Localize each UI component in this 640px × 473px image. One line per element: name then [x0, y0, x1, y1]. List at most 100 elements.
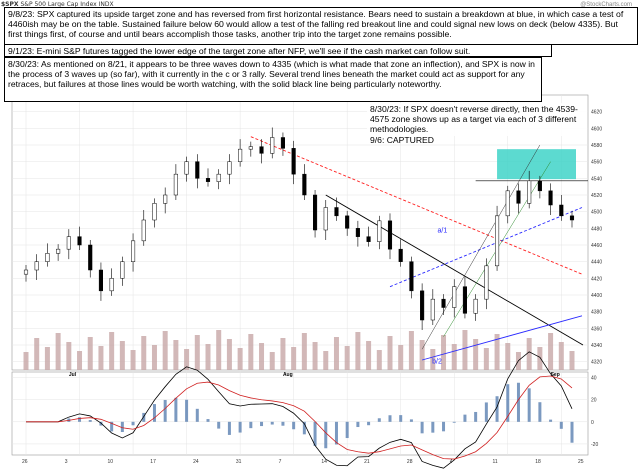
macd-histogram-bar	[260, 421, 264, 427]
volume-bar	[34, 338, 40, 370]
macd-histogram-bar	[217, 421, 221, 429]
macd-histogram-bar	[302, 421, 306, 435]
candle-body	[441, 298, 446, 308]
x-tick-label: 10	[108, 459, 114, 465]
volume-bar	[259, 343, 265, 370]
symbol: $SPX	[1, 1, 19, 8]
candle-body	[152, 203, 157, 221]
macd-histogram-bar	[238, 421, 242, 433]
macd-histogram-bar	[559, 421, 563, 429]
volume-bar	[548, 333, 554, 370]
captured-label: 9/6: CAPTURED	[370, 134, 434, 145]
candle-body	[280, 137, 285, 149]
volume-bar	[526, 338, 532, 370]
macd-histogram-bar	[110, 421, 114, 432]
watermark: @StockCharts.com	[580, 2, 632, 8]
macd-histogram-bar	[195, 408, 199, 422]
volume-bar	[430, 349, 436, 370]
price-tick-label: 4520	[591, 193, 602, 199]
volume-bar	[151, 345, 157, 370]
macd-histogram-bar	[506, 384, 510, 422]
macd-histogram-bar	[377, 418, 381, 422]
x-tick-label: 26	[22, 459, 28, 465]
wave-label-b2: b/2	[432, 358, 442, 365]
macd-histogram-bar	[549, 419, 553, 422]
macd-histogram-bar	[78, 417, 82, 422]
macd-tick-label: 0	[591, 420, 594, 426]
volume-bar	[441, 335, 447, 370]
volume-bar	[344, 346, 350, 370]
candle-body	[141, 219, 146, 242]
candle-body	[259, 146, 264, 154]
price-tick-label: 4420	[591, 276, 602, 282]
candle-body	[248, 146, 253, 150]
candle-body	[537, 180, 542, 192]
volume-bar	[462, 330, 468, 370]
macd-histogram-bar	[495, 396, 499, 422]
price-tick-label: 4460	[591, 243, 602, 249]
candle-body	[345, 215, 350, 229]
volume-bar	[130, 350, 136, 370]
lower-blue-channel-line	[421, 315, 583, 361]
candle-body	[163, 194, 168, 204]
price-tick-label: 4620	[591, 110, 602, 116]
macd-tick-label: 40	[591, 376, 597, 382]
candle-body	[505, 190, 510, 217]
price-tick-label: 4360	[591, 326, 602, 332]
macd-histogram-bar	[452, 421, 456, 423]
x-tick-label: 17	[150, 459, 156, 465]
candle-body	[98, 269, 103, 292]
macd-histogram-bar	[388, 415, 392, 422]
volume-bar	[77, 351, 83, 370]
annotation-date: 8/30/23:	[370, 104, 402, 114]
volume-bar	[558, 342, 564, 370]
macd-histogram-bar	[570, 421, 574, 443]
macd-signal-line	[26, 375, 573, 460]
volume-bar	[44, 347, 50, 370]
candle-body	[238, 148, 243, 162]
macd-line	[26, 351, 573, 469]
candle-body	[291, 148, 296, 175]
macd-histogram-bar	[399, 415, 403, 422]
price-tick-label: 4440	[591, 260, 602, 266]
candle-body	[527, 180, 532, 204]
x-tick-label: 7	[279, 459, 282, 465]
annotation-9-1: 9/1/23: E-mini S&P futures tagged the lo…	[4, 44, 552, 57]
macd-histogram-bar	[152, 404, 156, 422]
rising-channel-line	[421, 144, 541, 350]
volume-bar	[98, 346, 104, 370]
candle-body	[398, 248, 403, 262]
volume-bar	[23, 352, 29, 370]
candle-body	[23, 269, 29, 275]
price-panel	[11, 94, 589, 371]
macd-histogram-bar	[120, 421, 124, 433]
macd-histogram-bar	[420, 421, 424, 434]
volume-bar	[194, 335, 200, 370]
candle-body	[205, 178, 211, 182]
macd-histogram-bar	[206, 419, 210, 422]
volume-bar	[280, 338, 286, 370]
volume-bar	[291, 347, 297, 370]
x-tick-label: 3	[65, 459, 68, 465]
price-tick-label: 4400	[591, 293, 602, 299]
candle-body	[559, 204, 564, 217]
macd-tick-label: -20	[591, 442, 598, 448]
price-tick-label: 4500	[591, 210, 602, 216]
annotation-date: 8/30/23:	[8, 59, 40, 69]
annotation-text: If SPX doesn't reverse directly, then th…	[370, 104, 578, 135]
candle-body	[355, 228, 360, 237]
volume-bar	[66, 342, 72, 370]
x-tick-label: 25	[578, 459, 584, 465]
candle-body	[302, 173, 307, 196]
macd-histogram-bar	[324, 421, 328, 449]
macd-histogram-bar	[527, 388, 531, 422]
candle-body	[313, 194, 318, 231]
volume-bar	[87, 337, 93, 370]
macd-tick-label: 20	[591, 398, 597, 404]
volume-bar	[505, 343, 511, 370]
candle-body	[66, 236, 71, 250]
volume-bar	[205, 344, 211, 370]
macd-histogram-bar	[281, 421, 285, 426]
volume-bar	[483, 348, 489, 370]
candle-body	[216, 173, 221, 182]
